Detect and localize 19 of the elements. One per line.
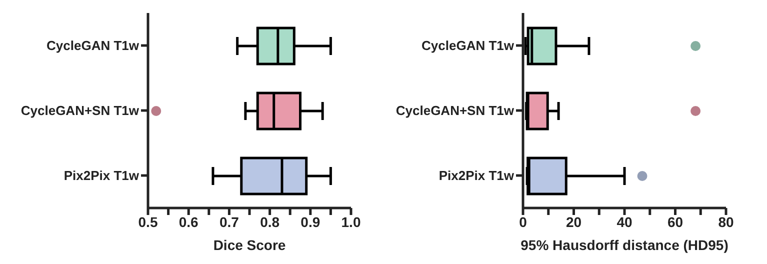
x-tick-label: 1.0 [341, 214, 361, 230]
y-tick-label: Pix2Pix T1w [438, 168, 515, 184]
x-tick-label: 80 [718, 214, 734, 230]
x-axis-title: 95% Hausdorff distance (HD95) [520, 237, 728, 253]
x-tick-label: 0 [519, 214, 528, 230]
x-tick-label: 0.6 [178, 214, 199, 230]
x-tick-label: 0.7 [219, 214, 240, 230]
x-tick-label: 0.8 [260, 214, 280, 230]
x-tick-label: 60 [667, 214, 684, 230]
y-tick-label: CycleGAN T1w [46, 38, 140, 54]
y-tick-label: CycleGAN+SN T1w [396, 103, 515, 118]
x-axis-title: Dice Score [213, 237, 286, 253]
y-tick-label: Pix2Pix T1w [64, 168, 140, 184]
x-tick-label: 0.5 [138, 214, 158, 230]
x-tick-label: 20 [566, 214, 582, 230]
y-tick-label: CycleGAN+SN T1w [20, 103, 140, 118]
y-tick-label: CycleGAN T1w [422, 38, 515, 54]
x-tick-label: 40 [616, 214, 632, 230]
x-tick-label: 0.9 [300, 214, 320, 230]
